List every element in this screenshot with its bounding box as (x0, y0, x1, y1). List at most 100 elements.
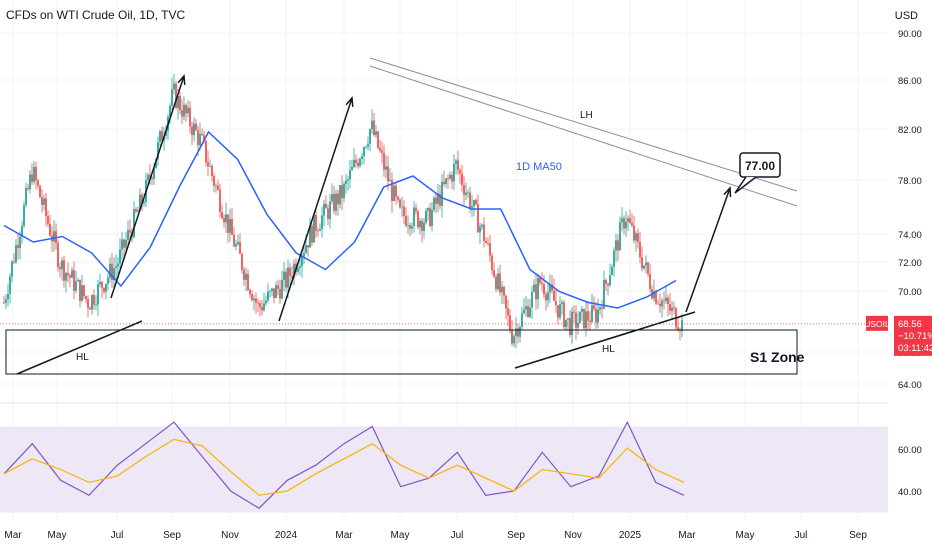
price-countdown: 03:11:42 (898, 343, 932, 354)
hl-right-label: HL (602, 344, 615, 355)
candle-body (457, 160, 459, 170)
candle-body (187, 107, 189, 114)
candle-body (531, 291, 533, 308)
candle-body (213, 175, 215, 186)
candle-body (193, 123, 195, 136)
y-tick-label: 82.00 (898, 125, 922, 136)
candle-body (539, 278, 541, 283)
target-callout (739, 152, 781, 178)
candles (3, 73, 683, 348)
candle-body (107, 277, 109, 284)
candle-body (303, 252, 305, 257)
candle-body (507, 308, 509, 316)
candle-body (73, 270, 75, 291)
candle-body (657, 303, 659, 305)
candle-body (465, 192, 467, 195)
candle-body (281, 280, 283, 299)
candle-body (659, 303, 661, 307)
candle-body (443, 181, 445, 185)
candle-body (199, 133, 201, 146)
rsi-ma-line (3, 438, 685, 496)
arrow-3-shaft (685, 187, 731, 313)
hl-right-line (514, 311, 696, 369)
candle-body (147, 174, 149, 181)
candle-body (207, 162, 209, 167)
candle-body (535, 284, 537, 300)
candle-body (59, 267, 61, 270)
price-change: −10.71% (898, 331, 932, 342)
candle-body (301, 256, 303, 267)
x-tick-label: 2025 (619, 530, 642, 541)
candle-body (221, 211, 223, 219)
candle-body (477, 204, 479, 233)
candle-body (639, 242, 641, 258)
x-tick-label: Mar (678, 530, 696, 541)
x-tick-label: Jul (111, 530, 124, 541)
candle-body (225, 214, 227, 223)
candle-body (139, 194, 141, 211)
s1-zone-label: S1 Zone (750, 349, 805, 365)
candle-body (335, 193, 337, 211)
candle-body (391, 179, 393, 201)
candle-body (357, 162, 359, 166)
candle-body (143, 202, 145, 204)
candle-body (43, 198, 45, 205)
candle-body (351, 166, 353, 171)
candle-body (233, 234, 235, 247)
candle-body (179, 95, 181, 111)
candle-body (11, 261, 13, 277)
candle-body (567, 318, 569, 320)
x-tick-label: Mar (335, 530, 353, 541)
candle-body (211, 165, 213, 176)
candle-body (251, 294, 253, 301)
candle-body (679, 330, 681, 332)
candle-body (337, 193, 339, 205)
lh-label: LH (580, 110, 593, 121)
candle-body (621, 218, 623, 223)
x-tick-label: May (736, 530, 755, 541)
candle-body (467, 192, 469, 194)
lh-line-lower (369, 65, 798, 207)
candle-body (159, 131, 161, 142)
candle-body (603, 280, 605, 309)
candle-body (269, 291, 271, 292)
candle-body (273, 288, 275, 298)
candle-body (521, 313, 523, 327)
candle-body (259, 303, 261, 308)
candle-body (41, 197, 43, 205)
candle-body (643, 265, 645, 269)
candle-body (473, 200, 475, 207)
candle-body (385, 166, 387, 170)
candle-body (109, 263, 111, 278)
candle-body (649, 273, 651, 290)
candle-body (309, 225, 311, 248)
candle-body (395, 185, 397, 197)
candle-body (101, 281, 103, 288)
candle-body (121, 239, 123, 250)
candle-body (249, 289, 251, 295)
candle-body (283, 271, 285, 281)
x-tick-label: May (391, 530, 410, 541)
candle-body (547, 292, 549, 301)
candle-body (227, 214, 229, 233)
candle-body (97, 284, 99, 305)
candle-body (71, 270, 73, 278)
candle-body (451, 174, 453, 182)
arrow-1-shaft (110, 75, 185, 299)
candle-body (495, 276, 497, 290)
candle-body (515, 328, 517, 337)
candle-body (667, 297, 669, 305)
candle-body (33, 166, 35, 182)
candle-body (327, 208, 329, 219)
candle-body (365, 146, 367, 148)
candle-body (459, 169, 461, 174)
y-tick-label: 86.00 (898, 76, 922, 87)
candle-body (263, 303, 265, 311)
candle-body (75, 281, 77, 291)
candle-body (191, 126, 193, 136)
candle-body (17, 244, 19, 248)
candle-body (15, 244, 17, 263)
candle-body (129, 230, 131, 233)
candle-body (305, 245, 307, 253)
